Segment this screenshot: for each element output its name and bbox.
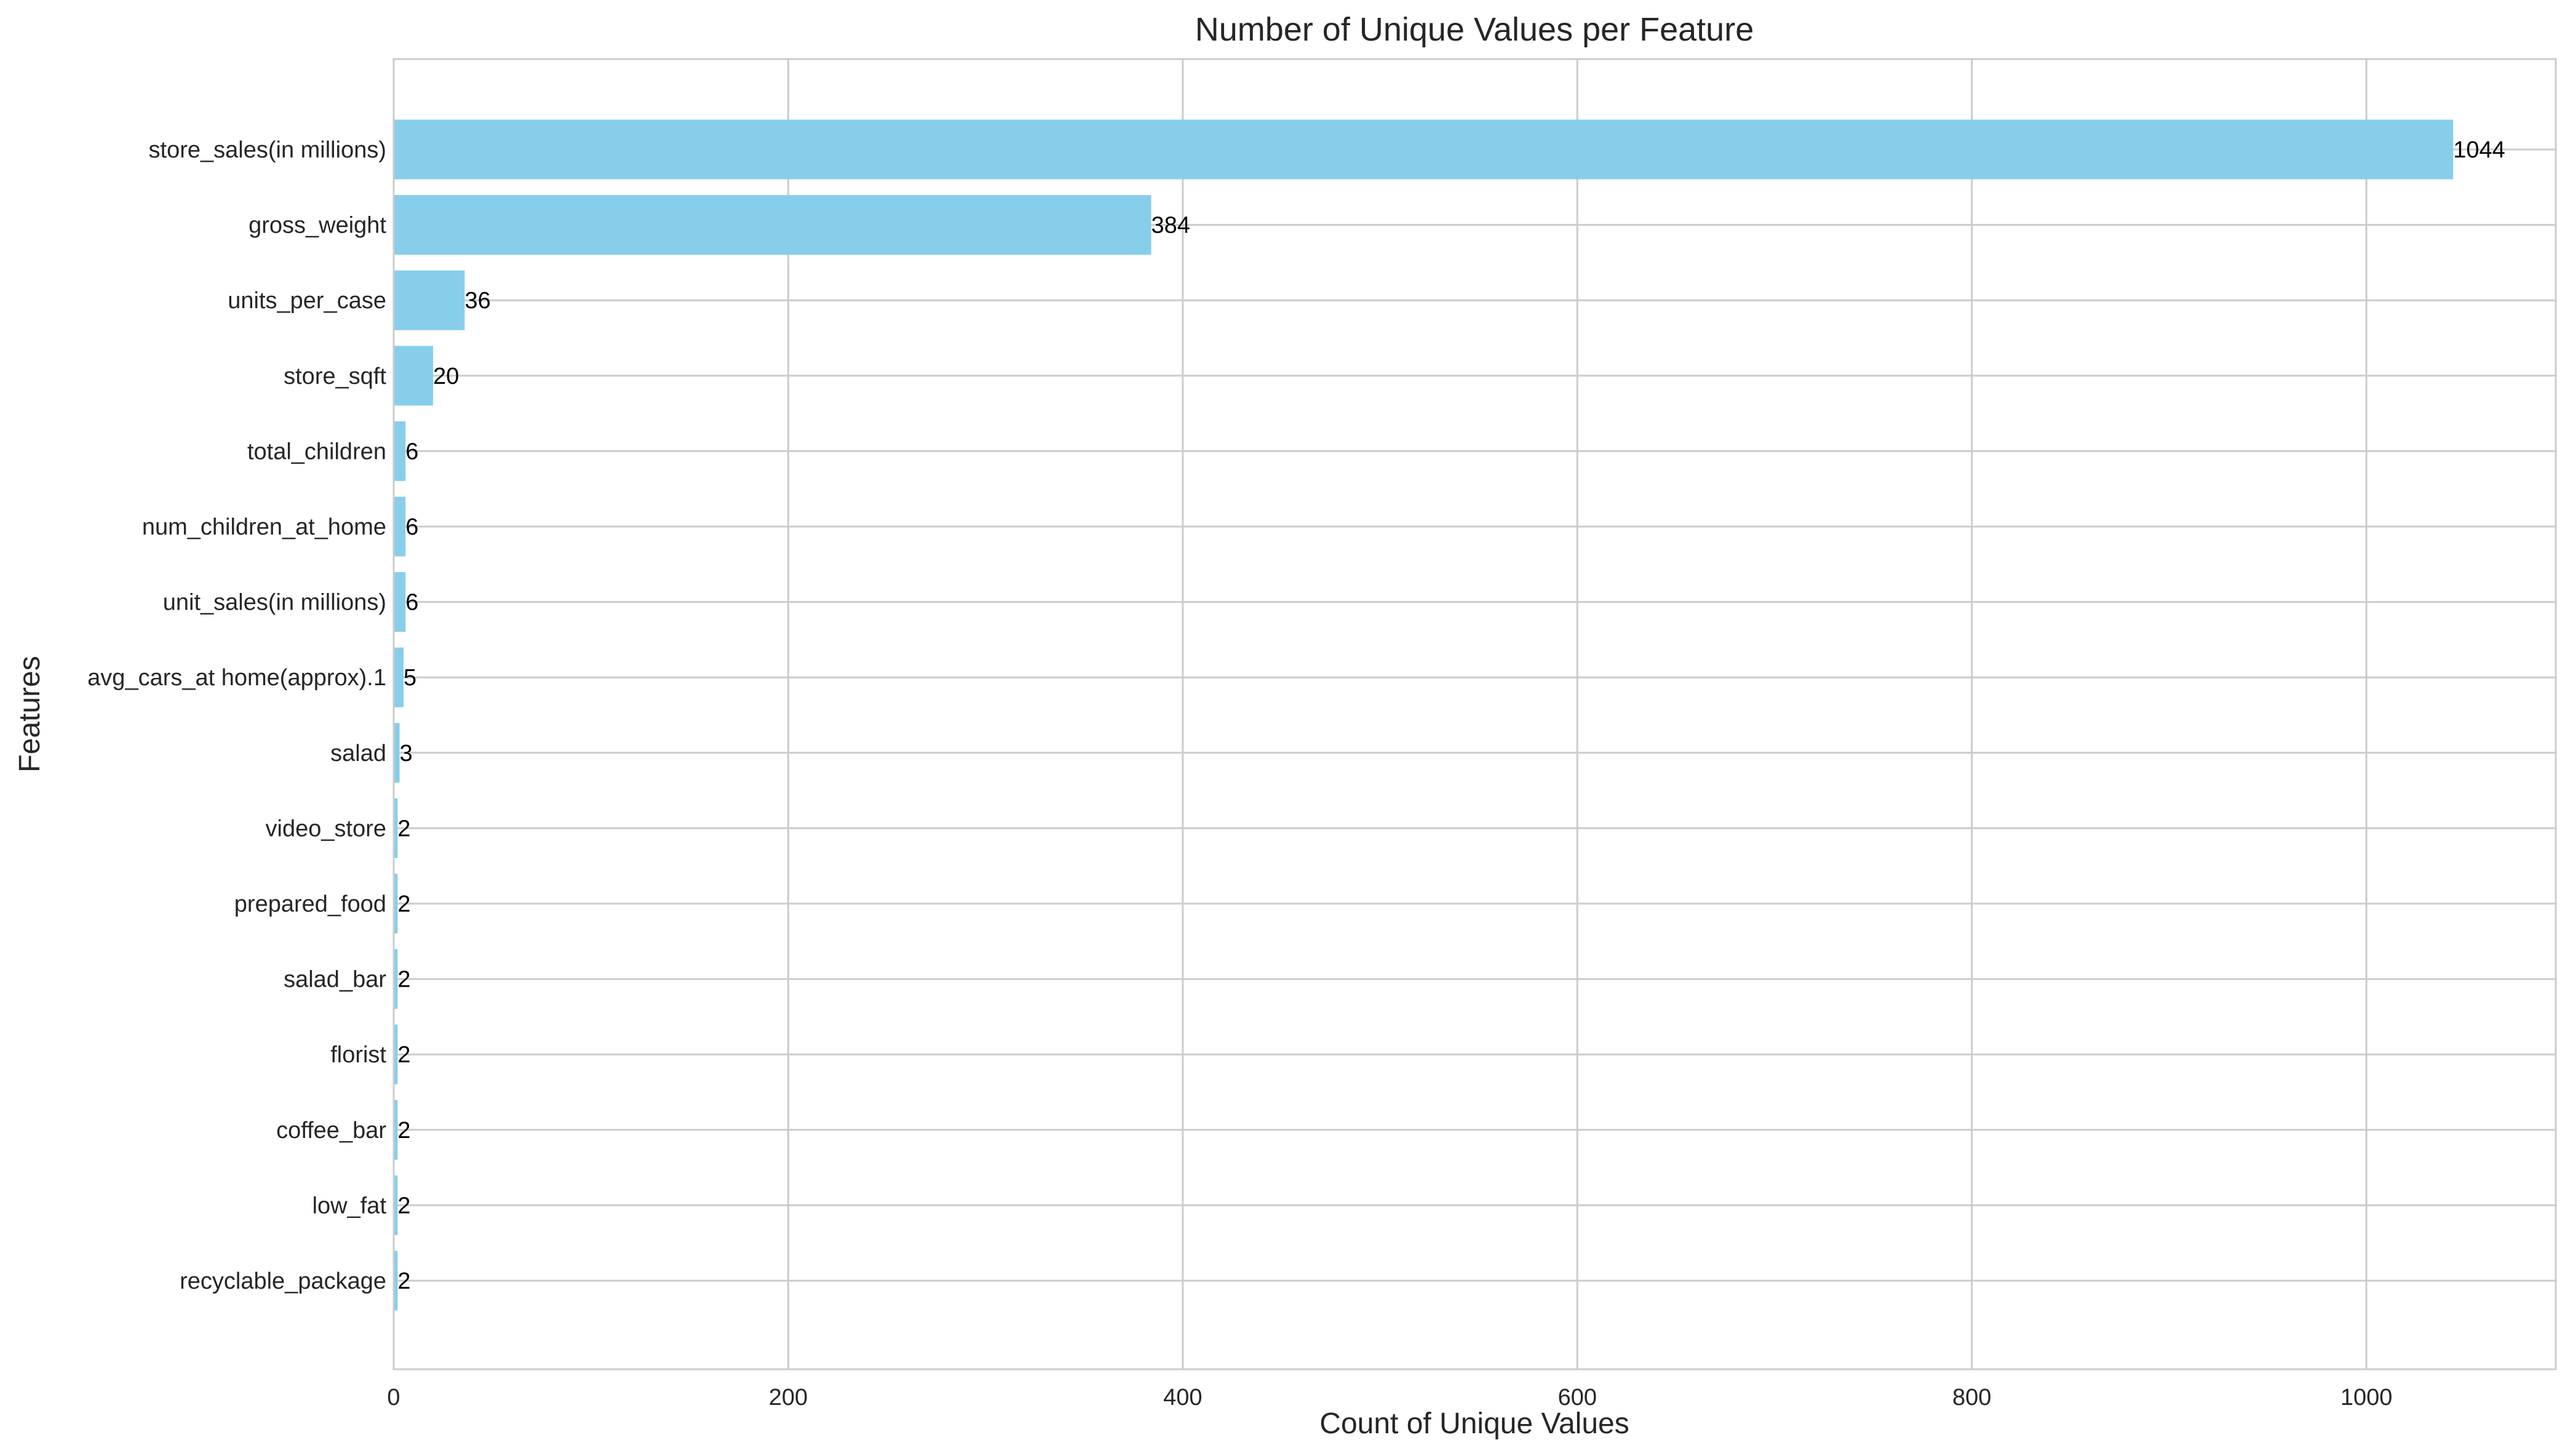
y-tick-label: total_children xyxy=(247,439,386,464)
chart-title: Number of Unique Values per Feature xyxy=(1195,11,1754,48)
y-tick-label: low_fat xyxy=(312,1193,387,1219)
bar-value-label: 2 xyxy=(397,816,410,841)
bar xyxy=(394,119,2454,180)
data-labels: 1044 384 36 20 6 6 6 5 3 2 2 2 2 2 2 2 xyxy=(397,137,2505,1294)
y-tick-label: salad_bar xyxy=(284,967,386,993)
y-tick-label: recyclable_package xyxy=(180,1268,386,1294)
bar-value-label: 6 xyxy=(405,514,418,540)
x-tick-label: 0 xyxy=(387,1385,400,1410)
y-tick-label: coffee_bar xyxy=(276,1118,386,1144)
y-tick-label: gross_weight xyxy=(249,213,386,239)
bar xyxy=(394,572,406,632)
y-tick-label: units_per_case xyxy=(228,288,386,314)
bar-value-label: 1044 xyxy=(2453,137,2505,163)
plot-background xyxy=(394,59,2556,1369)
bar xyxy=(394,949,398,1009)
x-tick-label: 200 xyxy=(769,1385,808,1410)
bar xyxy=(394,270,465,330)
bars xyxy=(394,119,2454,1311)
y-tick-label: unit_sales(in millions) xyxy=(163,590,386,616)
bar-value-label: 5 xyxy=(404,665,416,691)
bar-value-label: 384 xyxy=(1151,213,1190,239)
y-tick-label: florist xyxy=(330,1042,386,1068)
y-tick-label: store_sales(in millions) xyxy=(149,137,386,163)
bar xyxy=(394,195,1151,255)
plot-frame xyxy=(392,58,2557,1370)
bar-value-label: 20 xyxy=(433,364,459,389)
y-tick-labels: store_sales(in millions) gross_weightunit… xyxy=(87,137,386,1294)
bar-value-label: 2 xyxy=(397,967,410,993)
bar-value-label: 36 xyxy=(464,288,490,314)
bar xyxy=(394,873,398,934)
x-tick-label: 400 xyxy=(1163,1385,1202,1410)
bar xyxy=(394,1175,398,1235)
y-tick-label: store_sqft xyxy=(284,364,386,389)
bar-value-label: 3 xyxy=(400,741,413,766)
x-tick-label: 800 xyxy=(1952,1385,1991,1410)
y-tick-label: num_children_at_home xyxy=(142,514,386,540)
y-tick-label: salad xyxy=(330,741,386,766)
y-tick-label: video_store xyxy=(266,816,386,841)
bar xyxy=(394,1100,398,1160)
y-tick-label: prepared_food xyxy=(234,891,386,917)
bar xyxy=(394,421,406,481)
bar xyxy=(394,798,398,858)
x-tick-label: 1000 xyxy=(2340,1385,2393,1410)
bar xyxy=(394,346,434,406)
bar xyxy=(394,647,404,707)
bar xyxy=(394,1024,398,1084)
x-tick-label: 600 xyxy=(1558,1385,1597,1410)
y-tick-label: avg_cars_at home(approx).1 xyxy=(87,665,386,691)
bar-value-label: 2 xyxy=(397,1193,410,1219)
bar xyxy=(394,496,406,557)
y-axis-label: Features xyxy=(14,656,46,772)
x-axis-label: Count of Unique Values xyxy=(1319,1407,1629,1440)
bar-value-label: 2 xyxy=(397,1268,410,1294)
bar-value-label: 6 xyxy=(405,439,418,464)
grid-lines xyxy=(392,59,2556,1369)
bar xyxy=(394,1251,398,1311)
x-tick-labels: 0 200 400 600 800 1000 xyxy=(387,1385,2392,1410)
bar-value-label: 6 xyxy=(405,590,418,616)
bar-value-label: 2 xyxy=(397,1042,410,1068)
bar-value-label: 2 xyxy=(397,1118,410,1144)
bar-value-label: 2 xyxy=(397,891,410,917)
bar xyxy=(394,723,400,783)
